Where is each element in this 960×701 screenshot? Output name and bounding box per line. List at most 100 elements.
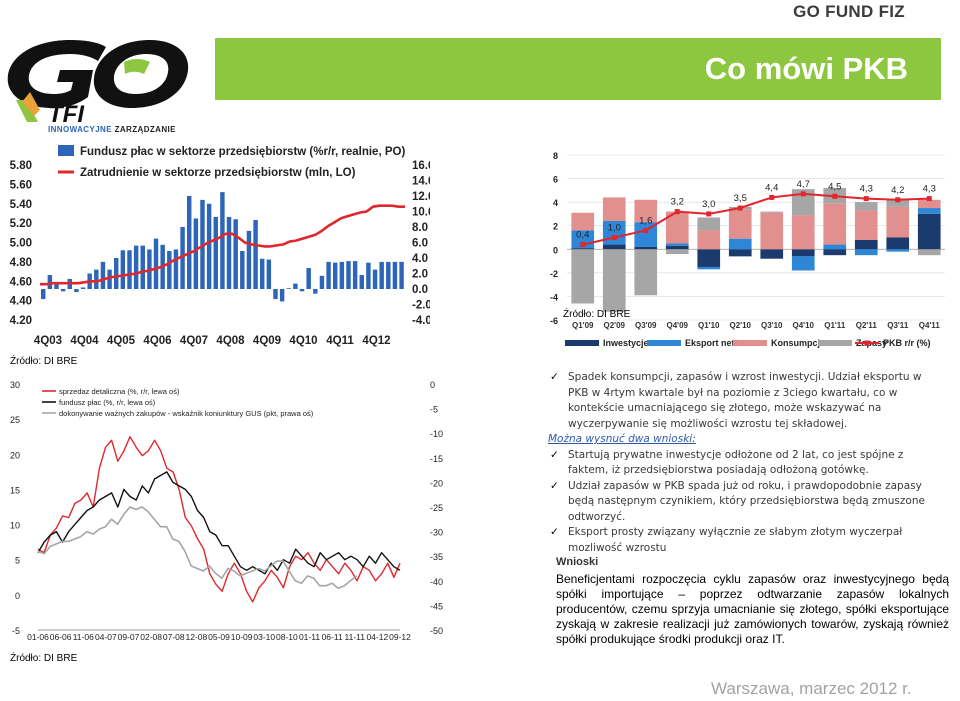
y-tick-label: -2 — [550, 269, 558, 279]
wage-bar — [339, 261, 345, 289]
gdp-point — [674, 209, 680, 215]
retail-sales-chart: 30 25 20 15 10 5 0 -5 0 -5 -10 -15 -20 -25 -30 -35 -40 -4… — [0, 372, 460, 667]
stacked-bar-segment — [602, 197, 626, 221]
wage-bar — [153, 238, 159, 289]
notes-subhead: Można wysnuć dwa wnioski: — [548, 433, 696, 445]
y-tick-label-left: 15 — [10, 485, 20, 495]
x-tick-label: 4Q03 — [34, 335, 62, 347]
wage-bar — [47, 275, 53, 289]
wage-bar — [253, 220, 258, 289]
wage-bar — [54, 283, 59, 289]
gdp-point — [737, 205, 743, 211]
wage-bar — [206, 203, 212, 289]
y-tick-label-right: -20 — [430, 478, 443, 488]
x-tick-label: 07-08 — [163, 632, 185, 642]
y-tick-label-right: 10.0 — [412, 207, 430, 219]
stacked-bar-segment — [665, 211, 689, 244]
stacked-bar-segment — [760, 211, 784, 213]
note-item: ✓ Eksport prosty związany wyłącznie ze sł… — [550, 526, 903, 554]
x-tick-label: 02-08 — [140, 632, 162, 642]
y-tick-label-right: 8.0 — [412, 222, 428, 234]
wage-bar — [127, 250, 132, 289]
conclusions-text: Beneficjentami rozpoczęcia cyklu zapasów… — [556, 572, 949, 646]
y-tick-label-left: 5.00 — [10, 238, 32, 250]
wage-bar — [319, 275, 325, 289]
wage-bar — [273, 289, 278, 300]
x-tick-label: Q1'10 — [698, 321, 720, 330]
stacked-bar-segment — [886, 249, 910, 252]
y-tick-label-right: -10 — [430, 429, 443, 439]
gdp-data-label: 4,2 — [891, 185, 904, 196]
stacked-bar-segment — [634, 246, 658, 250]
stacked-bar-segment — [917, 199, 941, 209]
stacked-bar-segment — [791, 189, 815, 216]
y-tick-label-left: 30 — [10, 380, 20, 390]
check-icon: ✓ — [550, 371, 559, 383]
gdp-point — [926, 196, 932, 202]
y-tick-label-right: 16.0 — [412, 160, 430, 172]
y-tick-label-right: -2.0 — [412, 300, 430, 312]
y-tick-label-left: 4.40 — [10, 296, 32, 308]
gdp-point — [863, 196, 869, 202]
stacked-bar-segment — [728, 238, 752, 250]
conclusions-box: Wnioski Beneficjentami rozpoczęcia cyklu… — [556, 555, 949, 647]
y-tick-label-right: -4.0 — [412, 315, 430, 327]
stacked-bar-segment — [760, 212, 784, 250]
x-tick-label: Q4'09 — [667, 321, 689, 330]
wage-bar — [279, 289, 285, 302]
stacked-bar-segment — [886, 237, 910, 250]
y-tick-label: 4 — [553, 198, 558, 208]
stacked-bar-segment — [634, 199, 658, 223]
wage-bar — [372, 269, 378, 289]
x-tick-label: 4Q05 — [107, 335, 136, 347]
wage-bar — [220, 192, 225, 289]
wage-bar — [213, 216, 218, 289]
wage-bar — [366, 262, 371, 289]
wage-bar — [173, 249, 179, 289]
y-tick-label-right: -15 — [430, 454, 443, 464]
y-tick-label-right: -35 — [430, 552, 443, 562]
x-tick-label: 01-11 — [299, 632, 320, 642]
wage-bar — [260, 258, 265, 289]
stacked-bar-segment — [760, 249, 784, 259]
gdp-data-label: 3,5 — [734, 193, 747, 204]
wage-bar — [180, 227, 185, 289]
x-tick-label: 4Q04 — [70, 335, 99, 347]
y-tick-label: 8 — [553, 151, 558, 161]
y-tick-label: -4 — [550, 292, 558, 302]
gdp-line — [582, 192, 930, 246]
employment-line — [40, 204, 405, 286]
wage-bar — [333, 262, 338, 289]
y-tick-label-right: -30 — [430, 528, 443, 538]
chart-source: Źródło: DI BRE — [10, 354, 78, 367]
y-tick-label-left: 5.20 — [10, 218, 32, 230]
legend-label: sprzedaz detaliczna (%, r/r, lewa oś) — [59, 387, 180, 396]
y-tick-label-left: 10 — [10, 521, 20, 531]
y-tick-label: -6 — [550, 316, 558, 326]
wage-bar — [293, 283, 298, 289]
stacked-bar-segment — [917, 213, 941, 250]
wage-bar — [266, 259, 272, 289]
y-tick-label-left: 4.60 — [10, 276, 32, 288]
wage-bar — [133, 245, 139, 289]
gdp-point — [706, 211, 712, 217]
y-tick-label-right: -25 — [430, 503, 443, 513]
x-tick-label: 04-07 — [95, 632, 117, 642]
wage-bar — [392, 261, 398, 289]
y-tick-label-left: 5 — [15, 556, 20, 566]
legend-label: Inwestycje — [603, 338, 649, 348]
y-tick-label-right: 4.0 — [412, 253, 428, 265]
stacked-bar-segment — [634, 249, 658, 296]
y-tick-label-left: 4.80 — [10, 257, 32, 269]
gdp-point — [580, 242, 586, 248]
x-tick-label: 11-11 — [345, 632, 366, 642]
stacked-bar-segment — [854, 210, 878, 240]
wage-bar — [352, 261, 358, 289]
y-tick-label-right: 14.0 — [412, 176, 430, 188]
legend-label: Fundusz płac w sektorze przedsiębiorstw … — [80, 146, 405, 158]
chart-source: Źródło: DI BRE — [10, 651, 78, 664]
stacked-bar-segment — [854, 249, 878, 256]
wage-bar — [74, 289, 79, 293]
legend-label: fundusz płac (%, r/r, lewa oś) — [59, 398, 156, 407]
stacked-bar-segment — [791, 256, 815, 271]
